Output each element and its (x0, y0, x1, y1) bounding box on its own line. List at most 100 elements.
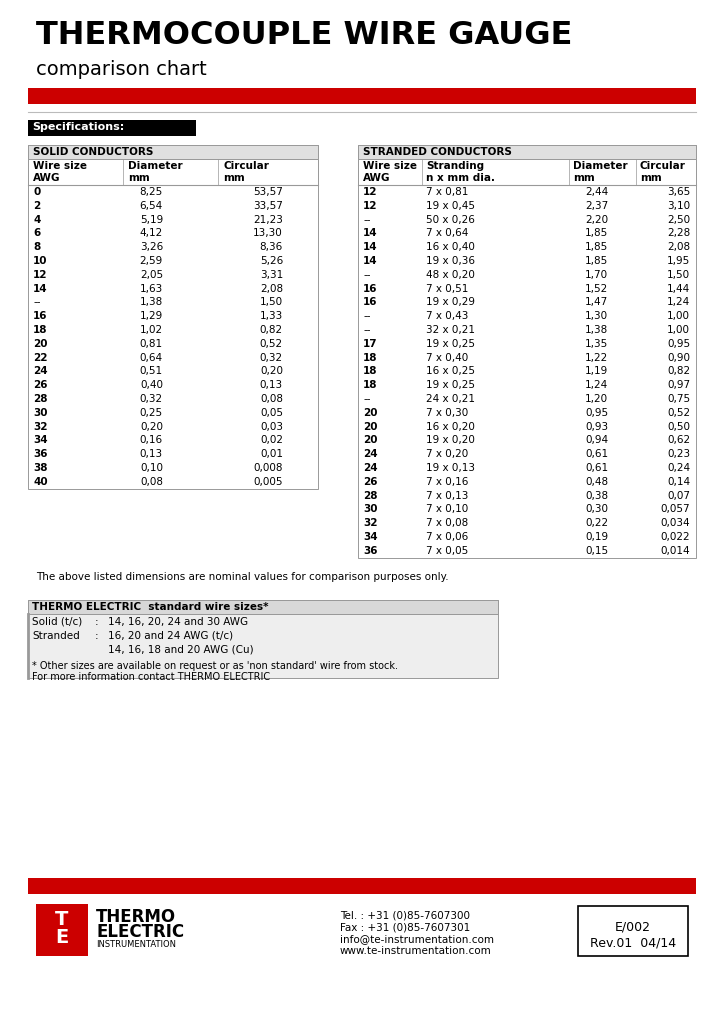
Text: 33,57: 33,57 (253, 201, 283, 211)
Text: 0,82: 0,82 (667, 367, 690, 377)
Text: 17: 17 (363, 339, 378, 349)
Text: 8: 8 (33, 243, 41, 252)
Text: STRANDED CONDUCTORS: STRANDED CONDUCTORS (363, 147, 512, 157)
Text: THERMO ELECTRIC  standard wire sizes*: THERMO ELECTRIC standard wire sizes* (32, 602, 269, 611)
Text: 34: 34 (33, 435, 48, 445)
Text: 0,16: 0,16 (140, 435, 163, 445)
Text: 3,10: 3,10 (667, 201, 690, 211)
Text: --: -- (363, 269, 371, 280)
Text: 24: 24 (363, 463, 378, 473)
Text: 18: 18 (363, 352, 377, 362)
Text: 14, 16, 20, 24 and 30 AWG: 14, 16, 20, 24 and 30 AWG (108, 616, 248, 627)
Text: 0,057: 0,057 (660, 505, 690, 514)
Text: 8,25: 8,25 (140, 187, 163, 197)
Bar (28, 878, 696, 894)
Text: 7 x 0,06: 7 x 0,06 (426, 532, 468, 542)
Text: 0,03: 0,03 (260, 422, 283, 431)
Text: 2: 2 (33, 201, 41, 211)
Text: 1,30: 1,30 (585, 311, 608, 322)
Bar (28, 145, 318, 488)
Text: 0,40: 0,40 (140, 380, 163, 390)
Bar (358, 145, 696, 159)
Text: 1,44: 1,44 (667, 284, 690, 294)
Text: 0,52: 0,52 (260, 339, 283, 349)
Text: 7 x 0,08: 7 x 0,08 (426, 518, 468, 528)
Text: 0,32: 0,32 (140, 394, 163, 404)
Text: 1,35: 1,35 (585, 339, 608, 349)
Text: 1,19: 1,19 (585, 367, 608, 377)
Text: 20: 20 (363, 435, 377, 445)
Text: 1,50: 1,50 (260, 297, 283, 307)
Text: --: -- (33, 297, 41, 307)
Text: 30: 30 (33, 408, 48, 418)
Text: Tel. : +31 (0)85-7607300: Tel. : +31 (0)85-7607300 (340, 910, 470, 920)
Text: 0,08: 0,08 (140, 477, 163, 486)
Text: Wire size
AWG: Wire size AWG (33, 161, 87, 182)
Text: Diameter
mm: Diameter mm (573, 161, 628, 182)
Text: 2,59: 2,59 (140, 256, 163, 266)
Text: 1,85: 1,85 (585, 256, 608, 266)
Text: 14: 14 (363, 243, 378, 252)
Text: 26: 26 (33, 380, 48, 390)
Text: 24 x 0,21: 24 x 0,21 (426, 394, 475, 404)
Text: 0,97: 0,97 (667, 380, 690, 390)
Text: 0,48: 0,48 (585, 477, 608, 486)
Text: 0,05: 0,05 (260, 408, 283, 418)
Text: 18: 18 (33, 325, 48, 335)
Text: 0,008: 0,008 (253, 463, 283, 473)
Text: 16 x 0,40: 16 x 0,40 (426, 243, 475, 252)
Text: 0,32: 0,32 (260, 352, 283, 362)
Text: 1,38: 1,38 (585, 325, 608, 335)
Text: 1,00: 1,00 (667, 311, 690, 322)
Text: 0,10: 0,10 (140, 463, 163, 473)
Text: 16: 16 (33, 311, 48, 322)
Text: Stranding
n x mm dia.: Stranding n x mm dia. (426, 161, 495, 182)
Text: 7 x 0,05: 7 x 0,05 (426, 546, 468, 556)
Text: 16: 16 (363, 284, 377, 294)
Bar (28, 600, 498, 613)
Text: 0,61: 0,61 (585, 463, 608, 473)
Text: Solid (t/c): Solid (t/c) (32, 616, 83, 627)
Text: * Other sizes are available on request or as 'non standard' wire from stock.: * Other sizes are available on request o… (32, 660, 398, 671)
Text: 0,52: 0,52 (667, 408, 690, 418)
Text: 0,19: 0,19 (585, 532, 608, 542)
Text: --: -- (363, 394, 371, 404)
Text: 7 x 0,10: 7 x 0,10 (426, 505, 468, 514)
Text: 1,52: 1,52 (585, 284, 608, 294)
Text: 19 x 0,13: 19 x 0,13 (426, 463, 475, 473)
Text: 0,82: 0,82 (260, 325, 283, 335)
Text: 38: 38 (33, 463, 48, 473)
Text: 0,034: 0,034 (660, 518, 690, 528)
Text: 0,14: 0,14 (667, 477, 690, 486)
Bar (28, 88, 696, 104)
Text: 19 x 0,29: 19 x 0,29 (426, 297, 475, 307)
Text: 6,54: 6,54 (140, 201, 163, 211)
Text: 16, 20 and 24 AWG (t/c): 16, 20 and 24 AWG (t/c) (108, 631, 233, 641)
Text: www.te-instrumentation.com: www.te-instrumentation.com (340, 946, 492, 956)
Text: 4: 4 (33, 215, 41, 224)
Text: 7 x 0,43: 7 x 0,43 (426, 311, 468, 322)
Text: :: : (95, 616, 98, 627)
Text: The above listed dimensions are nominal values for comparison purposes only.: The above listed dimensions are nominal … (36, 571, 449, 582)
Text: 19 x 0,25: 19 x 0,25 (426, 339, 475, 349)
Text: 3,26: 3,26 (140, 243, 163, 252)
Text: Fax : +31 (0)85-7607301: Fax : +31 (0)85-7607301 (340, 922, 471, 932)
Text: 0,61: 0,61 (585, 450, 608, 459)
Text: 12: 12 (33, 269, 48, 280)
Text: ELECTRIC: ELECTRIC (96, 923, 184, 941)
Text: 1,38: 1,38 (140, 297, 163, 307)
Text: 14: 14 (363, 256, 378, 266)
Text: 0: 0 (33, 187, 41, 197)
Text: 18: 18 (363, 380, 377, 390)
Text: 2,20: 2,20 (585, 215, 608, 224)
Text: 0,94: 0,94 (585, 435, 608, 445)
Bar (36, 904, 88, 956)
Text: 0,25: 0,25 (140, 408, 163, 418)
Text: 16: 16 (363, 297, 377, 307)
Text: Stranded: Stranded (32, 631, 80, 641)
Text: 1,95: 1,95 (667, 256, 690, 266)
Text: THERMO: THERMO (96, 908, 176, 926)
Text: 7 x 0,13: 7 x 0,13 (426, 490, 468, 501)
Text: 48 x 0,20: 48 x 0,20 (426, 269, 475, 280)
Text: 0,01: 0,01 (260, 450, 283, 459)
